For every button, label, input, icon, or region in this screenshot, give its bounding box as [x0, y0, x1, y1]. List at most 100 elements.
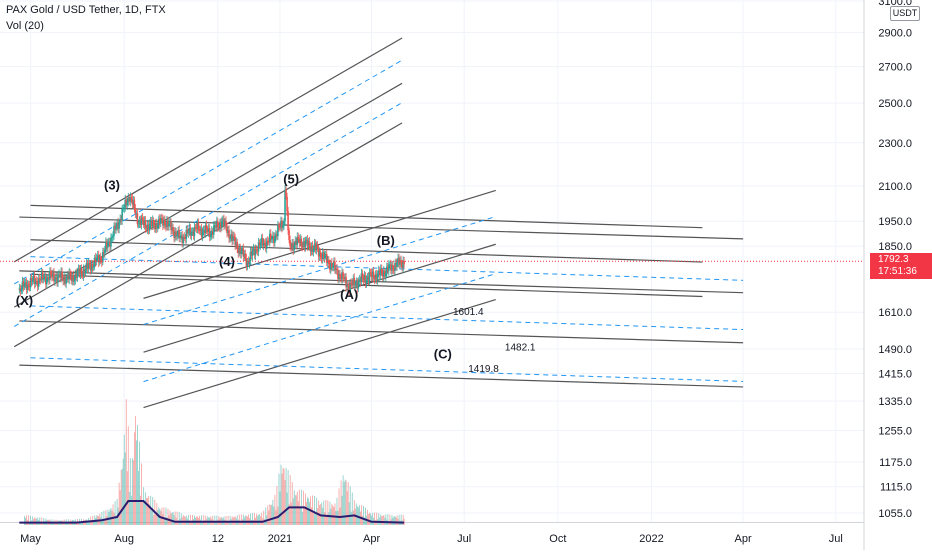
volume-bar — [142, 501, 144, 525]
channel-dashed-line[interactable] — [14, 59, 403, 285]
candle-body — [312, 248, 315, 252]
candle-body — [192, 231, 195, 236]
candle-body — [221, 221, 223, 228]
candle-body — [300, 238, 303, 247]
candle-body — [369, 272, 372, 274]
candle-body — [93, 257, 96, 267]
candle-body — [284, 189, 286, 222]
volume-bar — [279, 491, 281, 525]
candle-body — [22, 281, 25, 287]
wave-label[interactable]: (3) — [104, 177, 120, 192]
volume-bar — [257, 515, 259, 525]
wave-label[interactable]: (4) — [219, 254, 235, 269]
channel-line[interactable] — [143, 243, 496, 353]
channel-dashed-line[interactable] — [143, 273, 496, 383]
candle-body — [166, 220, 168, 228]
candle-body — [202, 229, 205, 231]
volume-bar — [269, 504, 271, 525]
candle-body — [219, 222, 221, 228]
volume-bar — [130, 495, 132, 525]
volume-bar — [334, 503, 336, 525]
wave-label[interactable]: (5) — [283, 172, 299, 187]
volume-bar — [254, 513, 255, 525]
volume-bar — [169, 510, 171, 525]
volume-bar — [239, 521, 241, 525]
volume-bar — [166, 517, 168, 525]
volume-bar — [382, 515, 384, 525]
volume-bar — [178, 512, 180, 525]
candle-body — [262, 242, 265, 246]
volume-bar — [28, 515, 30, 525]
volume-bar — [153, 515, 155, 525]
volume-bar — [267, 505, 269, 525]
volume-bar — [324, 512, 326, 525]
candle-body — [307, 241, 310, 247]
candle-body — [356, 281, 359, 289]
candle-body — [19, 288, 22, 292]
candle-body — [177, 230, 179, 236]
channel-line[interactable] — [30, 239, 703, 263]
candle-body — [69, 272, 72, 276]
candle-body — [332, 266, 334, 268]
volume-bar — [161, 507, 163, 525]
volume-bar — [216, 515, 218, 525]
candle-body — [353, 277, 356, 286]
candle-body — [222, 219, 224, 222]
channel-line[interactable] — [13, 37, 403, 263]
volume-bar — [326, 516, 328, 525]
candle-body — [121, 208, 123, 221]
channel-dashed-line[interactable] — [30, 357, 744, 382]
channel-line[interactable] — [13, 122, 403, 348]
volume-bar — [155, 511, 157, 525]
wave-label[interactable]: (C) — [434, 347, 452, 362]
volume-bar — [358, 505, 360, 525]
wave-label[interactable]: (B) — [377, 233, 395, 248]
candle-body — [289, 240, 291, 246]
channel-line[interactable] — [30, 204, 703, 229]
candle-body — [159, 218, 161, 224]
wave-label[interactable]: (X) — [16, 293, 33, 308]
volume-bar — [259, 514, 261, 525]
candle-body — [88, 263, 91, 265]
candle-body — [130, 197, 133, 199]
volume-bar — [312, 495, 314, 525]
candle-body — [41, 272, 44, 279]
candle-body — [383, 270, 386, 277]
candle-body — [21, 281, 24, 290]
channel-dashed-line[interactable] — [14, 102, 403, 327]
volume-bar — [256, 513, 258, 525]
volume-bar — [352, 510, 354, 525]
candle-body — [339, 274, 341, 278]
candle-body — [102, 252, 104, 263]
channel-line[interactable] — [143, 299, 496, 409]
volume-bar — [141, 463, 142, 525]
channel-line[interactable] — [19, 364, 744, 388]
candle-body — [243, 253, 246, 257]
candle-body — [18, 288, 21, 290]
candle-body — [354, 284, 357, 286]
channel-line[interactable] — [143, 189, 496, 299]
channel-dashed-line[interactable] — [30, 305, 744, 331]
channel-line[interactable] — [19, 320, 744, 344]
candle-body — [268, 233, 271, 242]
candle-body — [306, 239, 309, 247]
candle-body — [379, 268, 382, 276]
channel-dashed-line[interactable] — [143, 216, 496, 326]
volume-bar — [332, 505, 334, 525]
channel-dashed-line[interactable] — [30, 256, 744, 281]
volume-bar — [165, 507, 167, 525]
candle-body — [84, 268, 87, 274]
candle-body — [171, 227, 173, 231]
volume-bar — [101, 511, 103, 525]
candle-body — [319, 251, 322, 258]
wave-label[interactable]: (A) — [340, 287, 358, 302]
volume-bar — [210, 516, 212, 525]
currency-button[interactable]: USDT — [890, 6, 920, 21]
volume-bar — [66, 522, 68, 525]
volume-bar — [274, 494, 276, 525]
candle-body — [70, 275, 73, 281]
volume-bar — [187, 514, 189, 525]
candle-body — [281, 220, 283, 228]
